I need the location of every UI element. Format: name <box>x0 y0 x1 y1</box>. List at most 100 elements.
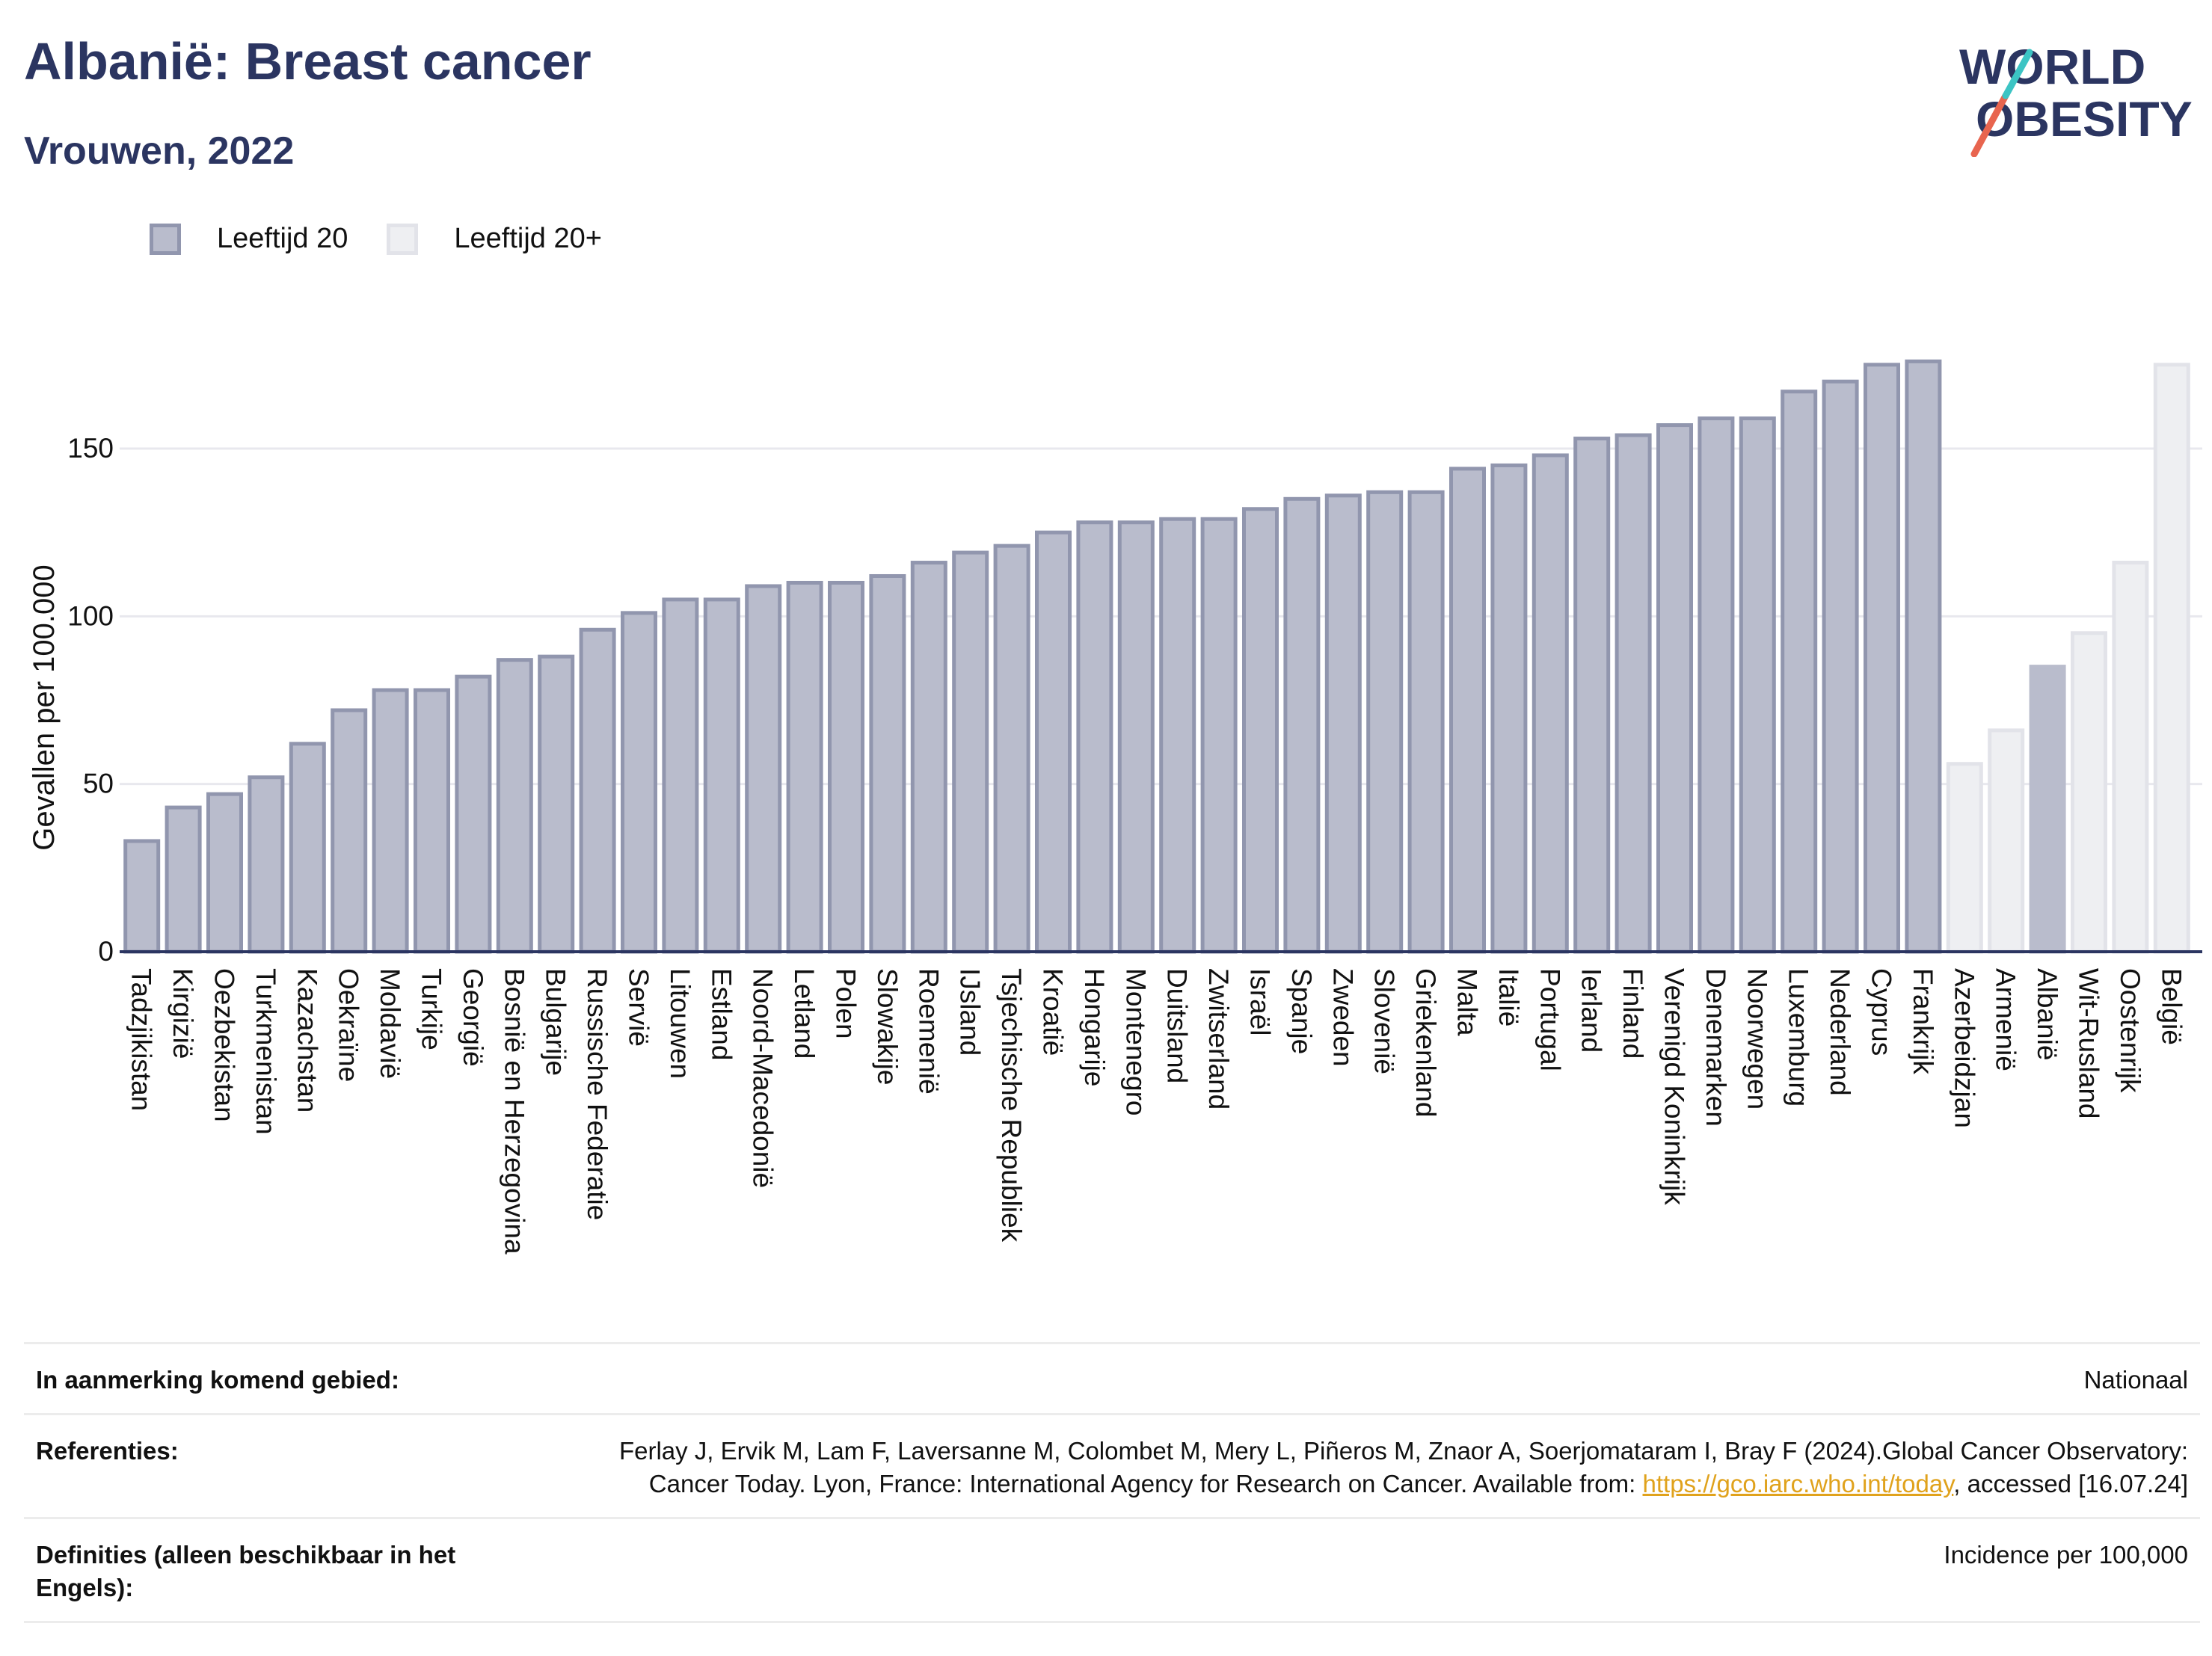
bar <box>1781 390 1818 954</box>
x-tick-label: Spanje <box>1286 968 1317 1054</box>
bar <box>786 580 823 954</box>
x-tick-label: Georgië <box>458 968 488 1067</box>
x-tick-label: Italië <box>1493 968 1524 1026</box>
legend-swatch-age20 <box>150 223 181 255</box>
svg-text:WORLD: WORLD <box>1959 39 2145 94</box>
bar <box>2112 561 2149 954</box>
bar <box>1324 493 1362 954</box>
definitions-label: Definities (alleen beschikbaar in het En… <box>36 1541 456 1601</box>
footer-row-area: In aanmerking komend gebied: Nationaal <box>24 1342 2200 1413</box>
bar <box>993 544 1030 954</box>
bar <box>1656 423 1693 954</box>
x-tick-label: Ierland <box>1576 968 1607 1053</box>
x-tick-label: Griekenland <box>1410 968 1441 1118</box>
bar <box>1366 490 1404 954</box>
y-tick-label: 50 <box>83 769 114 799</box>
x-tick-label: Kroatië <box>1038 968 1069 1056</box>
x-tick-label: Servië <box>624 968 654 1047</box>
bar <box>372 688 409 954</box>
bar <box>538 654 575 954</box>
bar <box>579 627 616 954</box>
x-tick-label: Montenegro <box>1120 968 1151 1115</box>
bar <box>1117 520 1155 954</box>
references-label: Referenties: <box>36 1437 179 1465</box>
legend-label-age20plus: Leeftijd 20+ <box>454 223 602 254</box>
x-tick-label: Verenigd Koninkrijk <box>1659 968 1690 1205</box>
x-tick-label: Kazachstan <box>292 968 322 1112</box>
world-obesity-logo: WORLD OBESITY <box>1959 39 2193 157</box>
y-axis-title: Gevallen per 100.000 <box>28 564 61 851</box>
x-tick-label: Nederland <box>1825 968 1855 1096</box>
x-tick-label: Litouwen <box>665 968 695 1079</box>
bar <box>1490 463 1528 954</box>
bar <box>1449 467 1486 954</box>
bar <box>414 688 450 954</box>
bar <box>1946 762 1983 954</box>
bar <box>910 561 947 954</box>
x-tick-label: Oezbekistan <box>209 968 240 1122</box>
x-tick-label: Azerbeidzjan <box>1949 968 1979 1128</box>
references-link[interactable]: https://gco.iarc.who.int/today <box>1642 1470 1954 1498</box>
bar <box>703 597 740 954</box>
bar <box>1573 437 1611 954</box>
footer-table: In aanmerking komend gebied: Nationaal R… <box>24 1342 2200 1623</box>
x-tick-label: Wit-Rusland <box>2074 968 2104 1119</box>
bar <box>1988 728 2025 954</box>
references-value: Ferlay J, Ervik M, Lam F, Laversanne M, … <box>618 1435 2188 1500</box>
bar <box>1822 379 1859 954</box>
bar <box>869 573 906 954</box>
x-tick-label: Moldavië <box>375 968 405 1079</box>
x-tick-label: Zweden <box>1327 968 1358 1067</box>
bar-chart: 0 50 100 150 Gevallen per 100.000 Tadzjikista… <box>28 359 2202 1255</box>
bar <box>1200 517 1238 954</box>
bar <box>248 775 285 954</box>
bar <box>1864 363 1900 954</box>
x-tick-label: Oekraïne <box>334 968 364 1082</box>
bar <box>206 792 243 954</box>
bar <box>828 580 864 954</box>
x-tick-label: Cyprus <box>1867 968 1897 1056</box>
x-tick-label: België <box>2156 968 2187 1045</box>
x-tick-label: Tadzjikistan <box>126 968 157 1111</box>
legend-item-age20plus[interactable]: Leeftijd 20+ <box>387 223 602 255</box>
footer-row-definitions: Definities (alleen beschikbaar in het En… <box>24 1517 2200 1623</box>
bar <box>1035 530 1072 954</box>
bar <box>1283 496 1321 954</box>
area-value: Nationaal <box>2083 1366 2188 1394</box>
x-tick-label: Bulgarije <box>541 968 571 1076</box>
bar <box>1159 517 1196 954</box>
x-tick-label: Albanië <box>2032 968 2062 1060</box>
bar <box>745 584 782 954</box>
definitions-value: Incidence per 100,000 <box>1944 1541 2188 1569</box>
x-tick-label: Denemarken <box>1701 968 1731 1127</box>
y-tick-label: 100 <box>67 600 114 631</box>
x-tick-label: Duitsland <box>1162 968 1193 1083</box>
x-tick-label: Luxemburg <box>1784 968 1814 1106</box>
footer-row-references: Referenties: Ferlay J, Ervik M, Lam F, L… <box>24 1413 2200 1517</box>
bar <box>2071 631 2107 954</box>
bar <box>952 550 989 954</box>
x-tick-label: Noord-Macedonië <box>748 968 778 1188</box>
x-tick-label: Zwitserland <box>1203 968 1234 1109</box>
legend-swatch-age20plus <box>387 223 419 255</box>
bar <box>165 805 202 954</box>
bar <box>1531 453 1569 954</box>
bar <box>2029 665 2066 954</box>
x-tick-label: Turkmenistan <box>251 968 281 1135</box>
x-tick-label: IJsland <box>955 968 986 1056</box>
x-tick-label: Slowakije <box>872 968 903 1085</box>
x-tick-label: Israël <box>1245 968 1276 1035</box>
bar <box>1739 416 1776 954</box>
legend-item-age20[interactable]: Leeftijd 20 <box>150 223 348 255</box>
x-tick-label: Finland <box>1617 968 1648 1059</box>
x-tick-label: Bosnië en Herzegovina <box>499 968 529 1255</box>
bar <box>1242 507 1279 954</box>
page-title: Albanië: Breast cancer <box>24 32 592 90</box>
x-tick-label: Portugal <box>1534 968 1565 1071</box>
bar <box>496 658 533 954</box>
x-tick-label: Estland <box>706 968 737 1060</box>
x-tick-label: Kirgizië <box>168 968 198 1059</box>
x-tick-label: Russische Federatie <box>582 968 612 1220</box>
bar <box>123 839 161 954</box>
x-tick-label: Armenië <box>1991 968 2021 1071</box>
